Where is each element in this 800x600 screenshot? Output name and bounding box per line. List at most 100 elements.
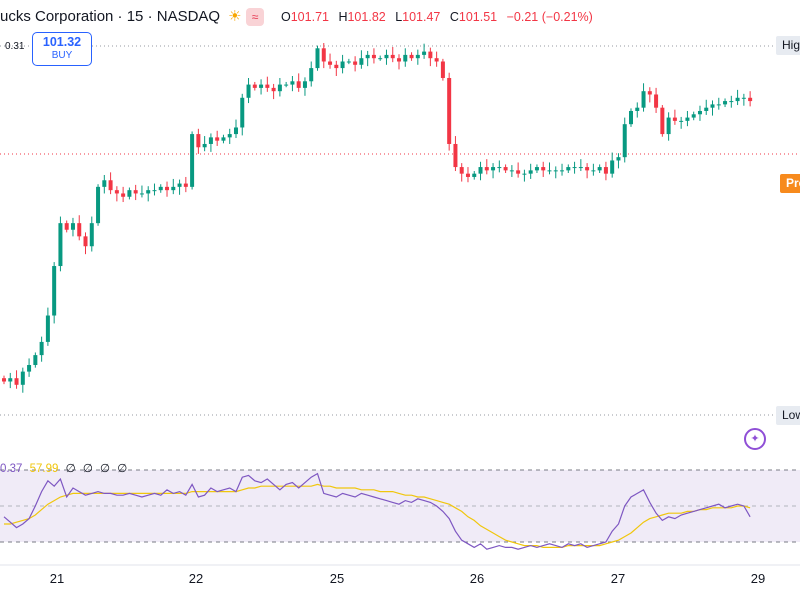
candle-body — [114, 190, 119, 194]
candle-body — [635, 107, 640, 111]
change-value: −0.21 (−0.21%) — [506, 10, 593, 24]
candle-body — [578, 167, 583, 169]
candle-body — [334, 64, 339, 69]
candle-body — [233, 127, 238, 135]
candle-body — [359, 58, 364, 65]
session-icon[interactable]: ≈ — [246, 8, 264, 26]
candle-body — [472, 173, 477, 177]
candle-body — [346, 61, 351, 63]
rsi-value: 0.37 — [0, 463, 23, 475]
candle-body — [384, 54, 389, 59]
candle-body — [89, 223, 94, 247]
candle-body — [697, 110, 702, 115]
candle-body — [121, 193, 126, 197]
candle-body — [284, 84, 289, 86]
high-label: H — [338, 10, 348, 24]
candle-body — [259, 84, 264, 88]
candle-body — [560, 170, 565, 172]
candle-body — [503, 167, 508, 171]
candle-body — [127, 190, 132, 197]
candle-body — [108, 180, 113, 191]
premarket-price-label: Pre — [780, 174, 800, 193]
candle-body — [340, 61, 345, 69]
candle-body — [365, 54, 370, 59]
candle-body — [729, 101, 734, 103]
candle-body — [183, 183, 188, 187]
high-value: 101.82 — [347, 10, 386, 24]
tick-size-value: 0.31 — [5, 41, 25, 52]
candle-body — [246, 84, 251, 98]
low-price-label: Low — [776, 406, 800, 425]
candle-body — [666, 117, 671, 135]
candle-body — [52, 266, 57, 316]
rsi-empty-value: ∅ — [117, 463, 128, 475]
candle-body — [434, 58, 439, 62]
candle-body — [328, 61, 333, 65]
candle-body — [440, 61, 445, 78]
close-label: C — [449, 10, 459, 24]
candle-body — [83, 236, 88, 247]
close-value: 101.51 — [458, 10, 498, 24]
candle-body — [171, 186, 176, 191]
candle-body — [221, 137, 226, 141]
low-label: L — [395, 10, 403, 24]
candle-body — [415, 54, 420, 59]
candle-body — [685, 117, 690, 121]
candle-body — [465, 173, 470, 177]
x-tick-label: 29 — [750, 571, 766, 586]
candle-body — [603, 167, 608, 174]
candle-body — [290, 81, 295, 85]
x-tick-label: 27 — [610, 571, 626, 586]
candle-body — [704, 107, 709, 111]
candle-body — [165, 186, 170, 191]
rsi-empty-value: ∅ — [82, 463, 93, 475]
sparkle-icon[interactable]: ✦ — [744, 428, 766, 450]
candle-body — [484, 167, 489, 171]
candle-body — [309, 68, 314, 82]
candle-body — [741, 97, 746, 99]
buy-button[interactable]: 101.32 BUY — [32, 32, 92, 66]
candle-body — [202, 143, 207, 148]
candle-body — [39, 341, 44, 356]
candle-body — [20, 371, 25, 385]
high-price-label: High — [776, 36, 800, 55]
candle-body — [215, 137, 220, 141]
candle-body — [647, 91, 652, 95]
sun-icon[interactable]: ☀ — [228, 8, 242, 25]
candle-body — [70, 223, 75, 230]
candlestick-series — [2, 43, 753, 393]
candle-body — [77, 223, 82, 237]
candle-body — [302, 81, 307, 88]
candle-body — [585, 167, 590, 171]
candle-body — [45, 315, 50, 342]
candle-body — [133, 190, 138, 194]
x-tick-label: 25 — [329, 571, 345, 586]
buy-price: 101.32 — [42, 35, 82, 49]
candle-body — [541, 167, 546, 171]
candle-body — [622, 124, 627, 158]
candle-body — [716, 104, 721, 106]
rsi-pane — [0, 469, 800, 550]
candle-body — [152, 190, 157, 192]
candle-body — [321, 48, 326, 62]
candle-body — [497, 167, 502, 169]
x-tick-label: 22 — [188, 571, 204, 586]
rsi-ma-value: 57.99 — [29, 463, 59, 475]
candle-body — [566, 167, 571, 171]
candle-body — [208, 137, 213, 144]
candle-body — [158, 186, 163, 191]
candle-body — [691, 114, 696, 118]
symbol-title[interactable]: ucks Corporation · 15 · NASDAQ — [0, 8, 221, 25]
rsi-legend[interactable]: 0.37 57.99 ∅ ∅ ∅ ∅ — [0, 461, 131, 475]
candle-body — [428, 51, 433, 59]
candle-body — [422, 51, 427, 55]
candle-body — [509, 170, 514, 172]
candle-body — [403, 54, 408, 62]
candle-body — [522, 173, 527, 175]
candle-body — [641, 91, 646, 108]
candle-body — [190, 134, 195, 187]
candle-body — [58, 223, 63, 267]
candle-body — [748, 97, 753, 102]
candle-body — [277, 84, 282, 92]
